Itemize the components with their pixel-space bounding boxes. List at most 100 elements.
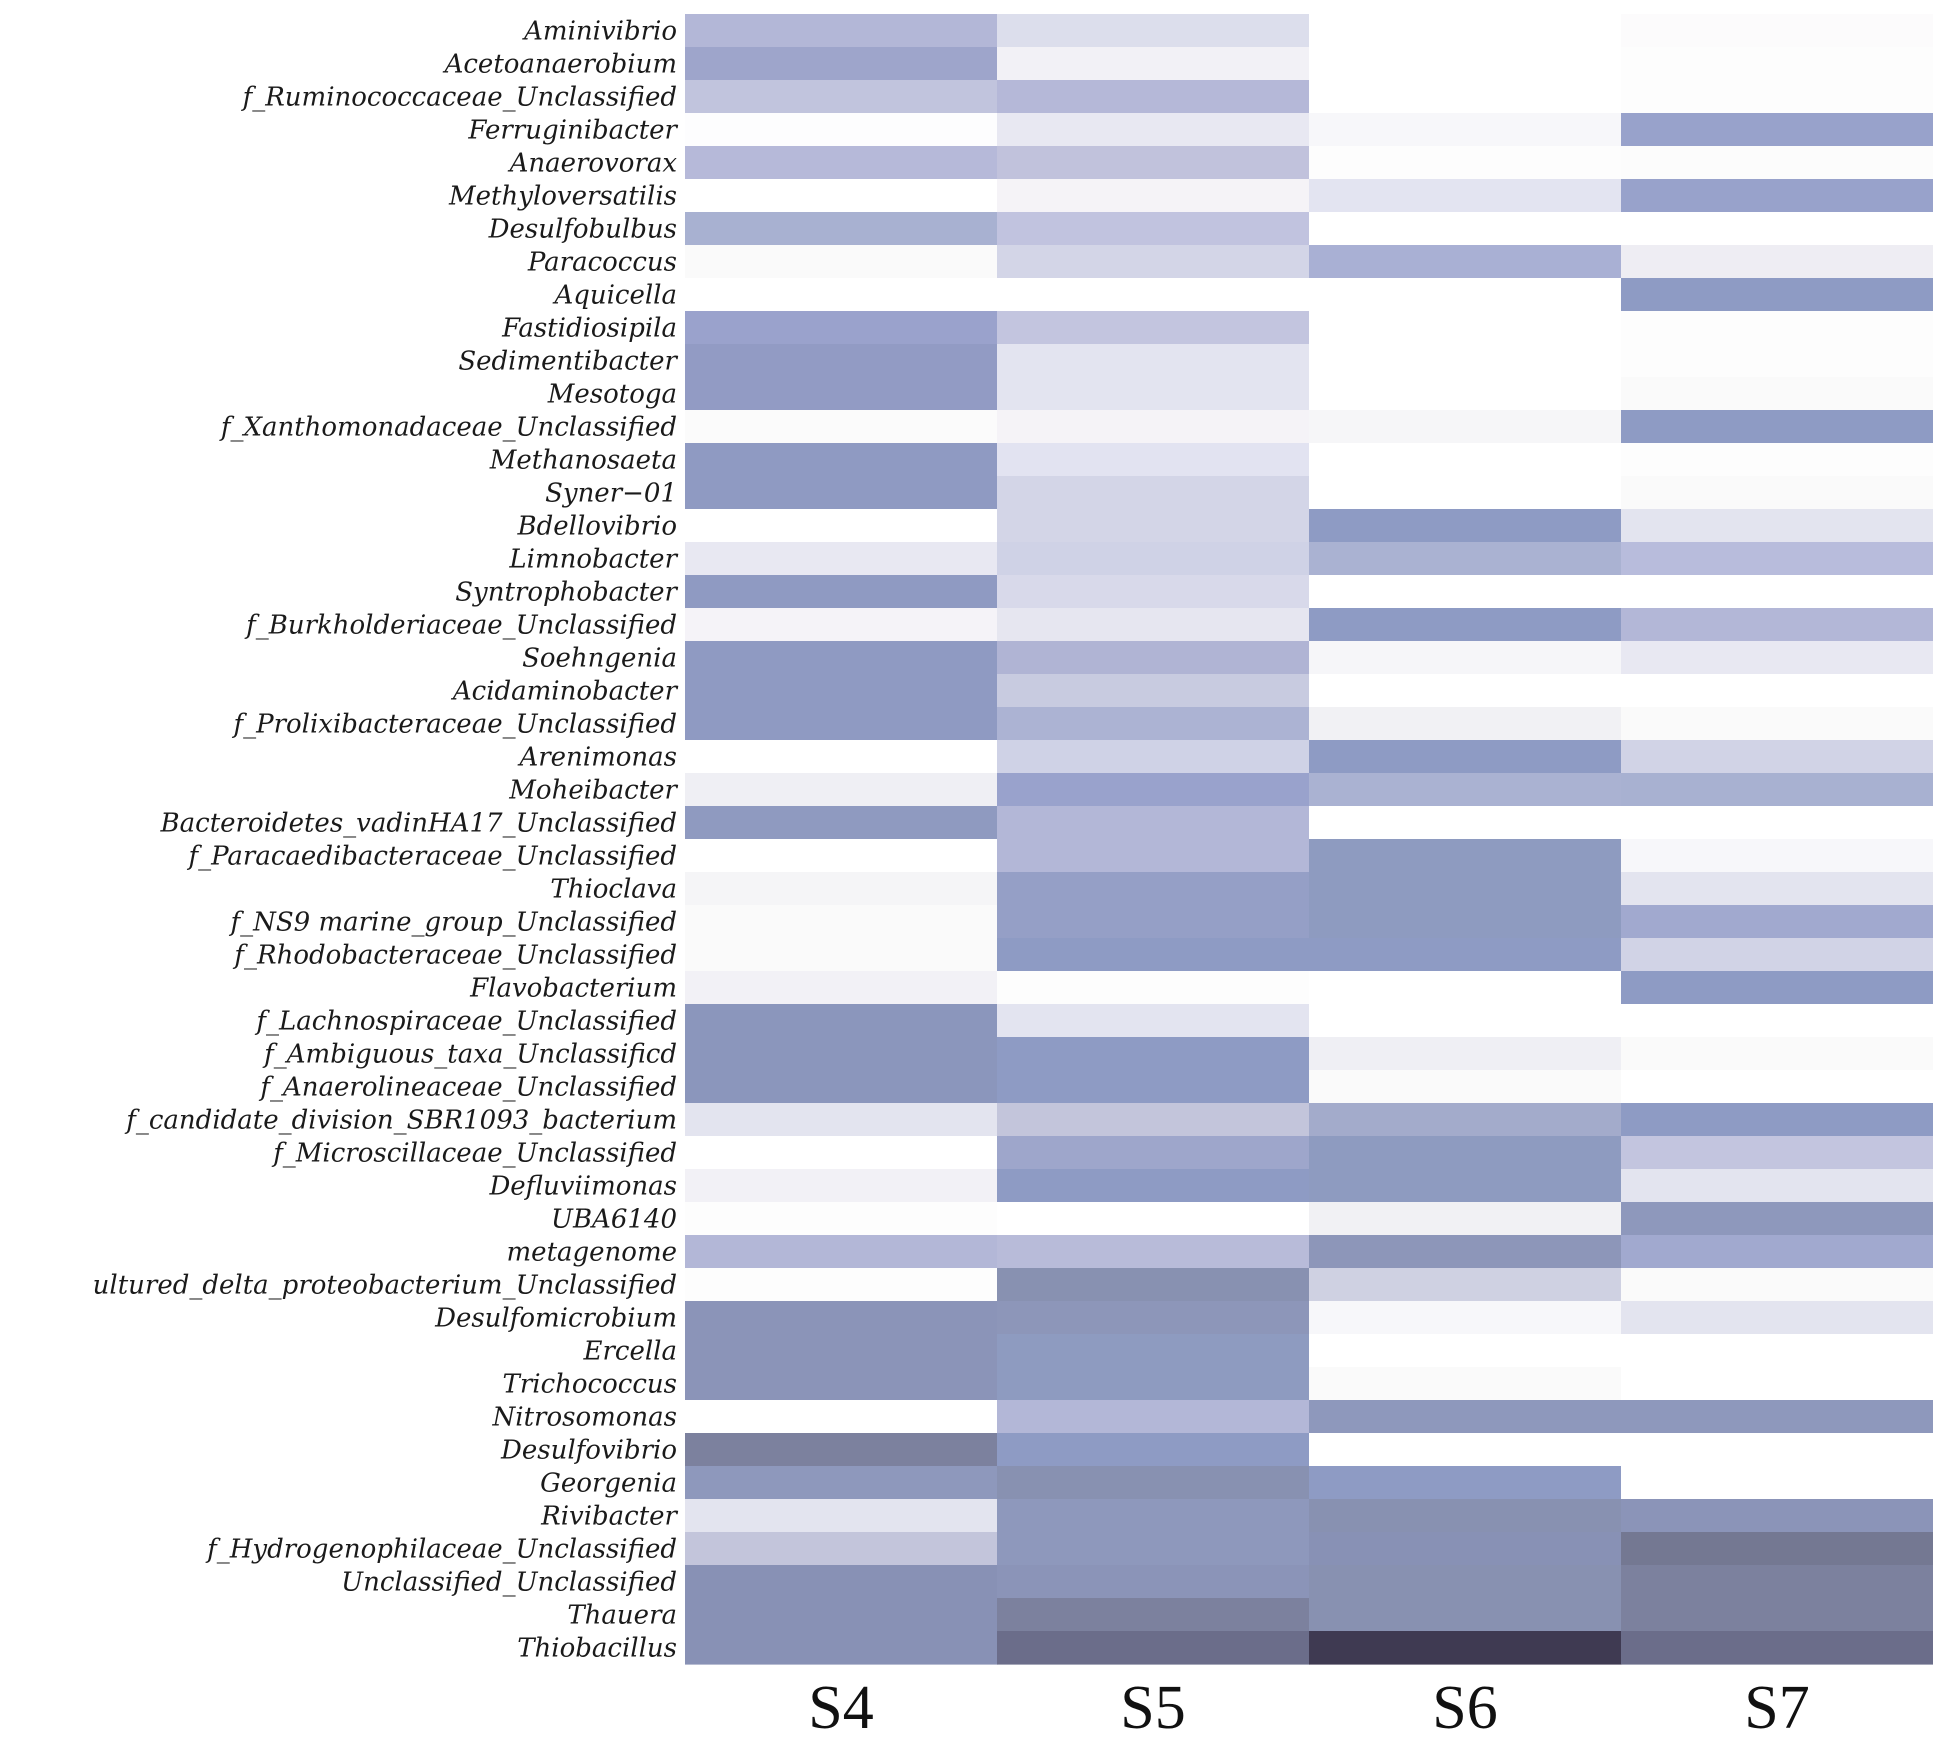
heatmap-cell (997, 806, 1310, 840)
row-label: f_Microscillaceae_Unclassified (271, 1139, 677, 1169)
heatmap-cell (1309, 905, 1622, 939)
heatmap-cell (997, 1499, 1310, 1533)
row-label: Desulfovibrio (500, 1436, 677, 1466)
column-label: S6 (1432, 1674, 1497, 1742)
heatmap-cell (1309, 377, 1622, 411)
row-label: Flavobacterium (469, 974, 677, 1004)
heatmap-cell (1621, 905, 1933, 939)
heatmap-cell (1309, 575, 1622, 609)
heatmap-cell (1621, 542, 1933, 576)
heatmap-cell (1309, 1070, 1622, 1104)
heatmap-cell (997, 1400, 1310, 1434)
heatmap-cell (997, 1334, 1310, 1368)
heatmap-cell (685, 707, 998, 741)
heatmap-cell (1309, 641, 1622, 675)
heatmap-cell (685, 146, 998, 180)
heatmap-cell (997, 1466, 1310, 1500)
heatmap-cell (1309, 509, 1622, 543)
heatmap-cell (1309, 1103, 1622, 1137)
heatmap-cell (685, 1136, 998, 1170)
heatmap-cell (1621, 938, 1933, 972)
heatmap-cell (685, 905, 998, 939)
row-label: Rivibacter (540, 1502, 678, 1532)
heatmap-cell (997, 476, 1310, 510)
heatmap-cell (1309, 1268, 1622, 1302)
row-label: f_candidate_division_SBR1093_bacterium (124, 1106, 677, 1136)
heatmap-cell (997, 674, 1310, 708)
heatmap-cells (685, 14, 1933, 1665)
heatmap-cell (1621, 971, 1933, 1005)
heatmap-cell (1309, 47, 1622, 81)
heatmap-cell (1621, 707, 1933, 741)
heatmap-cell (1621, 509, 1933, 543)
heatmap-cell (685, 344, 998, 378)
column-label: S5 (1120, 1674, 1185, 1742)
heatmap-cell (1621, 1301, 1933, 1335)
heatmap-cell (1621, 1400, 1933, 1434)
heatmap-cell (685, 1334, 998, 1368)
heatmap-cell (997, 872, 1310, 906)
heatmap-cell (1621, 1169, 1933, 1203)
heatmap-cell (1309, 1433, 1622, 1467)
row-label: Aminivibrio (522, 17, 677, 47)
heatmap-cell (1309, 113, 1622, 147)
heatmap-cell (1309, 707, 1622, 741)
heatmap-cell (1309, 1235, 1622, 1269)
heatmap-cell (1309, 938, 1622, 972)
row-label: Syntrophobacter (455, 578, 678, 608)
heatmap-cell (685, 212, 998, 246)
heatmap-cell (685, 1598, 998, 1632)
heatmap-cell (1309, 1499, 1622, 1533)
row-label: Methanosaeta (489, 446, 677, 476)
row-label: Desulfomicrobium (434, 1304, 677, 1334)
heatmap-cell (1621, 1103, 1933, 1137)
heatmap-cell (685, 938, 998, 972)
heatmap-cell (685, 872, 998, 906)
heatmap-cell (685, 1004, 998, 1038)
heatmap-cell (685, 1532, 998, 1566)
heatmap-cell (997, 80, 1310, 114)
heatmap-cell (1309, 773, 1622, 807)
row-label: f_Paracaedibacteraceae_Unclassified (186, 842, 677, 872)
heatmap-cell (1621, 1367, 1933, 1401)
heatmap-cell (997, 509, 1310, 543)
heatmap-cell (685, 1499, 998, 1533)
heatmap-cell (1309, 1004, 1622, 1038)
row-label: Nitrosomonas (492, 1403, 678, 1433)
row-label: f_NS9 marine_group_Unclassified (228, 908, 677, 938)
row-label: Trichococcus (503, 1370, 677, 1400)
heatmap-cell (1309, 1334, 1622, 1368)
heatmap-cell (1621, 1136, 1933, 1170)
row-label: Bdellovibrio (517, 512, 677, 542)
heatmap-cell (1621, 47, 1933, 81)
heatmap-cell (1621, 1004, 1933, 1038)
heatmap-cell (1309, 1631, 1622, 1665)
column-label: S7 (1744, 1674, 1809, 1742)
heatmap-cell (685, 839, 998, 873)
heatmap-cell (685, 1631, 998, 1665)
heatmap-cell (1309, 806, 1622, 840)
heatmap-cell (997, 971, 1310, 1005)
heatmap-cell (997, 311, 1310, 345)
row-label: Soehngenia (522, 644, 677, 674)
heatmap-cell (1621, 344, 1933, 378)
heatmap-cell (1309, 146, 1622, 180)
row-label: Fastidiosipila (501, 314, 677, 344)
heatmap-cell (1621, 443, 1933, 477)
row-label: Defluviimonas (488, 1172, 677, 1202)
heatmap-cell (1621, 14, 1933, 48)
heatmap-cell (997, 707, 1310, 741)
heatmap-cell (685, 740, 998, 774)
heatmap-cell (1621, 1070, 1933, 1104)
heatmap-cell (685, 1466, 998, 1500)
row-label: Acetoanaerobium (443, 50, 677, 80)
heatmap-cell (1621, 641, 1933, 675)
heatmap-cell (997, 1598, 1310, 1632)
heatmap-cell (997, 839, 1310, 873)
heatmap-cell (1621, 1565, 1933, 1599)
heatmap-cell (997, 1433, 1310, 1467)
row-label: Limnobacter (508, 545, 678, 575)
heatmap-cell (997, 443, 1310, 477)
heatmap-cell (1309, 872, 1622, 906)
